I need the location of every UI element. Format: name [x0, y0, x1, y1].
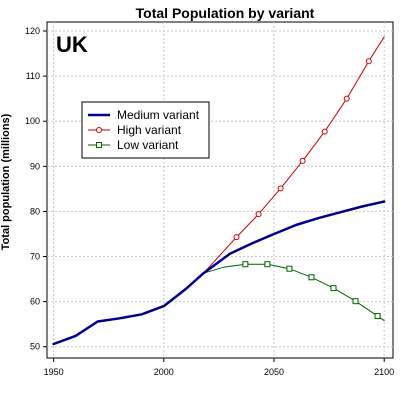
legend-label-medium: Medium variant [117, 108, 200, 122]
medium-variant-line [52, 200, 386, 346]
y-axis-label: Total population (millions) [0, 113, 12, 250]
y-tick-label: 80 [30, 206, 40, 216]
low-variant-line [203, 263, 385, 322]
y-tick-label: 50 [30, 342, 40, 352]
low-variant-point [352, 298, 359, 305]
plot-frame [46, 21, 394, 359]
low-variant-point [330, 285, 337, 292]
legend-label-high: High variant [117, 123, 182, 137]
x-tick-label: 2000 [154, 367, 174, 377]
y-tick-label: 110 [26, 71, 40, 81]
high-variant-line [203, 36, 385, 274]
region-label: UK [56, 32, 88, 57]
low-variant-point [286, 265, 293, 272]
y-tick-label: 60 [30, 297, 40, 307]
axis-ticks: 1950 2000 2050 2100 50 60 70 80 90 100 110 120 [25, 26, 394, 377]
low-variant-point [374, 313, 381, 320]
grid [47, 22, 393, 358]
high-variant-point [255, 211, 262, 218]
high-variant-point [343, 95, 350, 102]
high-variant-point [233, 234, 240, 241]
legend-label-low: Low variant [117, 138, 179, 152]
y-tick-label: 120 [25, 26, 40, 36]
x-tick-label: 2050 [264, 367, 284, 377]
low-variant-point [242, 261, 249, 268]
y-tick-label: 100 [25, 116, 40, 126]
chart-title: Total Population by variant [136, 5, 315, 21]
high-variant-point [321, 128, 328, 135]
legend: Medium variant High variant Low variant [81, 101, 210, 159]
y-tick-label: 70 [30, 252, 40, 262]
x-tick-label: 2100 [374, 367, 394, 377]
high-variant-point [365, 58, 372, 65]
legend-marker-high [96, 127, 102, 133]
x-tick-label: 1950 [44, 367, 64, 377]
legend-marker-low [96, 142, 102, 148]
series-layer [52, 36, 386, 346]
high-variant-point [299, 157, 306, 164]
y-tick-label: 90 [30, 161, 40, 171]
high-variant-point [277, 185, 284, 192]
low-variant-point [308, 274, 315, 281]
low-variant-point [264, 261, 271, 268]
